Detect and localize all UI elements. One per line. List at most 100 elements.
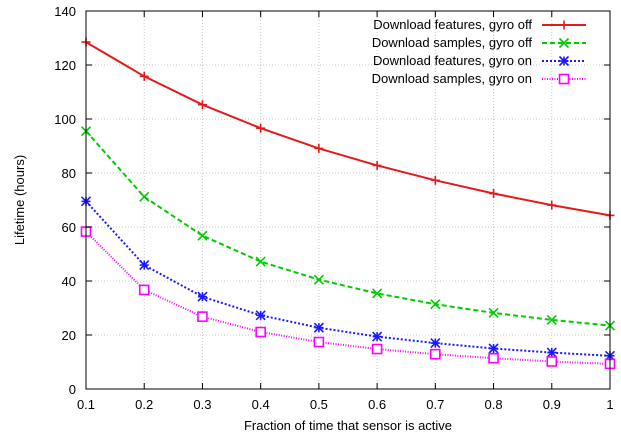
x-tick-label: 0.4 [252,397,270,412]
data-point [372,331,383,342]
x-axis-label: Fraction of time that sensor is active [244,418,452,433]
legend-item: Download features, gyro off [373,17,586,32]
y-axis-label: Lifetime (hours) [12,155,27,245]
legend-item: Download samples, gyro on [372,71,586,86]
data-point [313,336,325,348]
marker-shape [546,356,558,367]
marker-stroke [488,343,499,354]
marker-stroke [139,191,150,202]
series-download-features-gyro-on [80,196,616,361]
x-tick-label: 0.1 [77,397,95,412]
data-point [430,299,441,310]
legend: Download features, gyro off Download samp… [372,17,586,86]
data-point [313,274,324,285]
marker-stroke [372,331,383,342]
axis-ticks: 0.1 0.2 0.3 0.4 0.5 0.6 0.7 0.8 0.9 1 0 20 40 60 80 100… [54,4,613,412]
data-point [197,291,208,302]
grid-lines [86,11,610,389]
series-line [85,230,611,365]
data-point [255,326,266,338]
y-tick-label: 20 [62,328,76,343]
legend-item: Download features, gyro on [373,53,586,68]
series-download-samples-gyro-off [80,126,616,331]
data-point [313,322,324,333]
data-point [546,356,558,367]
data-point [256,123,266,133]
x-tick-label: 0.2 [135,397,153,412]
x-tick-label: 0.8 [485,397,503,412]
x-tick-label: 0.9 [543,397,561,412]
marker-shape [558,73,570,85]
legend-item: Download samples, gyro off [372,35,586,50]
data-point [314,143,324,153]
y-tick-label: 60 [62,220,76,235]
data-point [255,256,266,267]
x-tick-label: 0.3 [193,397,211,412]
legend-marker [558,37,570,49]
data-point [430,175,440,185]
data-point [255,310,266,321]
y-tick-label: 120 [54,58,76,73]
marker-stroke [372,288,383,299]
y-tick-label: 100 [54,112,76,127]
data-point [372,288,383,299]
marker-shape [313,336,325,348]
marker-stroke [546,314,557,325]
data-point [489,189,499,199]
data-point [372,160,382,170]
series-line [85,130,611,327]
marker-shape [197,311,208,322]
data-point [197,311,208,322]
legend-label: Download features, gyro on [373,53,532,68]
marker-stroke [255,256,266,267]
x-tick-label: 0.7 [426,397,444,412]
x-tick-label: 0.5 [310,397,328,412]
data-point [139,191,150,202]
legend-marker [558,73,570,85]
marker-stroke [488,307,499,318]
marker-shape [488,352,499,364]
data-point [139,260,150,271]
marker-stroke [313,274,324,285]
marker-stroke [430,338,441,349]
y-tick-label: 40 [62,274,76,289]
data-point [197,100,207,110]
data-point [546,347,557,358]
marker-stroke [546,347,557,358]
data-point [546,314,557,325]
marker-stroke [197,230,208,241]
data-point [197,230,208,241]
marker-shape [430,348,441,360]
marker-stroke [197,291,208,302]
marker-shape [138,284,150,296]
legend-label: Download samples, gyro off [372,35,533,50]
marker-stroke [255,310,266,321]
data-point [138,284,150,296]
y-tick-label: 0 [69,382,76,397]
y-tick-label: 80 [62,166,76,181]
marker-shape [371,343,383,355]
series-line [85,41,611,217]
marker-stroke [430,299,441,310]
data-point [139,71,149,81]
legend-label: Download samples, gyro on [372,71,532,86]
series-layer [80,37,616,370]
marker-stroke [558,55,570,67]
y-tick-label: 140 [54,4,76,19]
series-download-samples-gyro-on [80,226,616,370]
data-point [488,307,499,318]
legend-marker [558,55,570,67]
data-point [547,200,557,210]
legend-label: Download features, gyro off [373,17,532,32]
plot-frame [85,10,611,390]
data-point [430,348,441,360]
data-point [488,343,499,354]
data-point [371,343,383,355]
marker-shape [255,326,266,338]
marker-stroke [558,37,570,49]
series-line [85,200,611,357]
data-point [488,352,499,364]
marker-stroke [139,260,150,271]
x-tick-label: 0.6 [368,397,386,412]
